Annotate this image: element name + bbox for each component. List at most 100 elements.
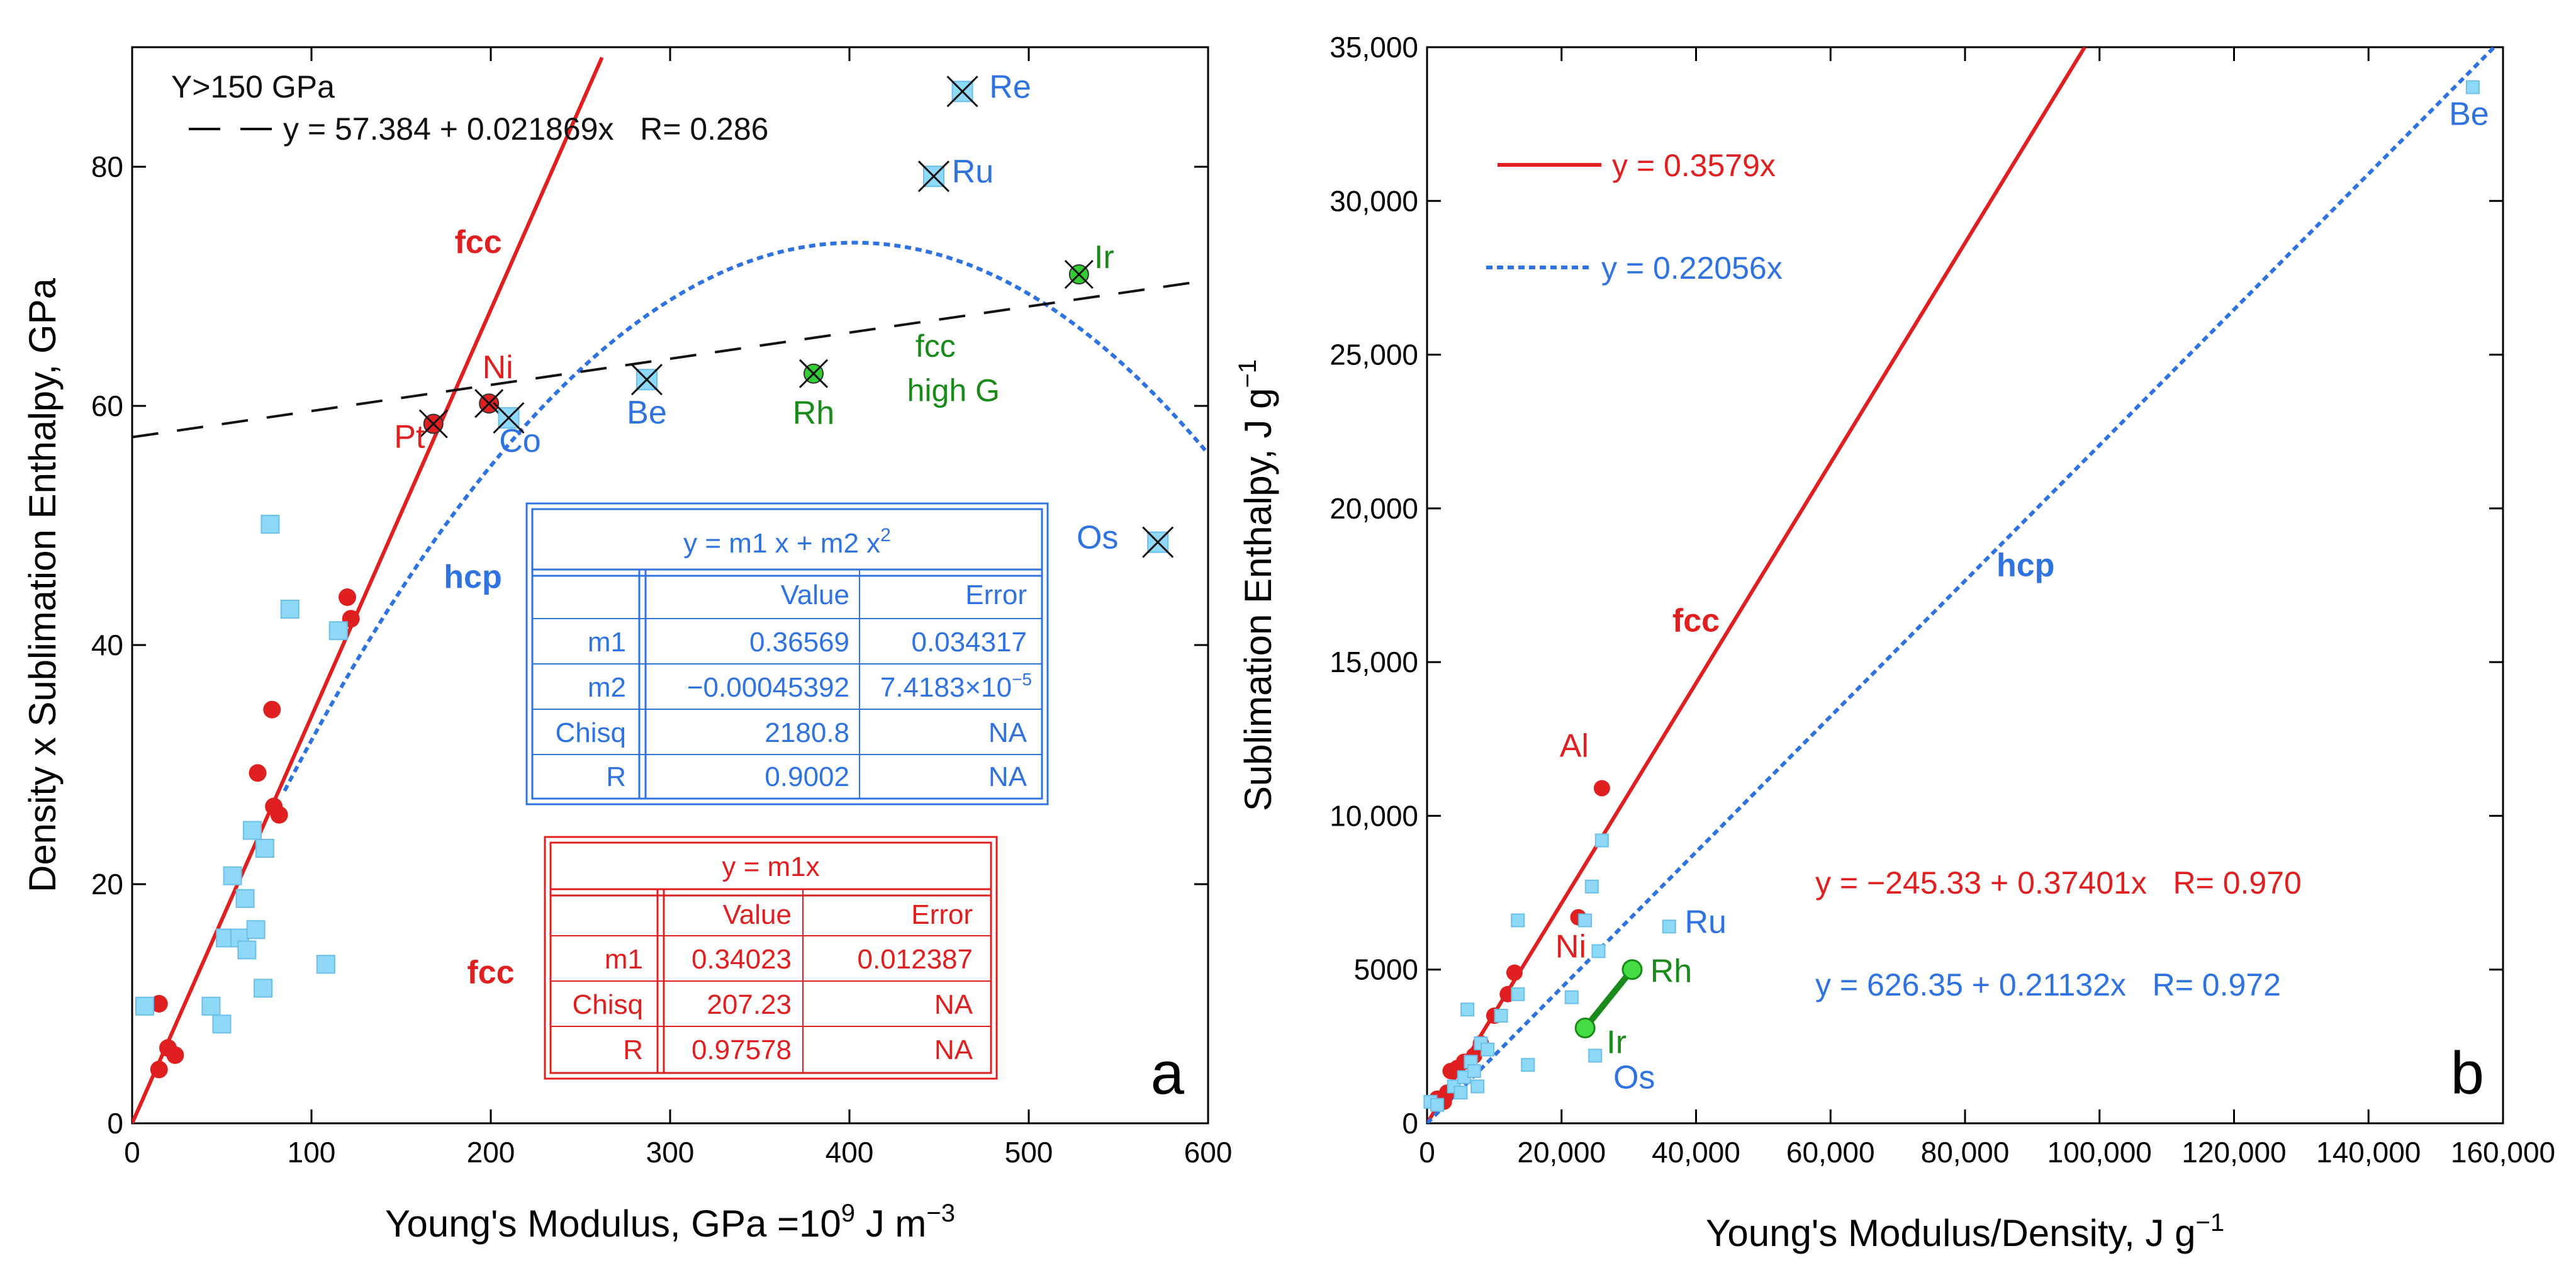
data-point-hcp bbox=[1467, 1064, 1481, 1078]
x-tick-label: 0 bbox=[1419, 1136, 1435, 1169]
hcp-table-cell: 7.4183×10 bbox=[880, 672, 1012, 703]
fcc-table-cell: 0.97578 bbox=[692, 1035, 792, 1065]
x-tick-label: 40,000 bbox=[1652, 1136, 1740, 1169]
cross-mark bbox=[630, 364, 663, 396]
point-label-ni: Ni bbox=[483, 349, 513, 386]
panel-a-point-labels: Pt Ni Co Be Rh Ir Ru Re Os bbox=[394, 69, 1118, 556]
hcp-table-cell: 0.36569 bbox=[749, 627, 849, 658]
data-point-fcc bbox=[270, 806, 288, 824]
fit-line-hcp bbox=[1427, 47, 2496, 1123]
annotation-fcc: fcc bbox=[1672, 602, 1720, 639]
y-tick-label: 0 bbox=[107, 1107, 123, 1140]
point-label-os: Os bbox=[1077, 520, 1118, 556]
panel-a-fit-lines bbox=[132, 57, 1208, 1123]
data-point-hcp bbox=[223, 866, 242, 885]
y-tick-label: 0 bbox=[1402, 1107, 1418, 1140]
data-point-fcc bbox=[150, 995, 168, 1013]
panel-b-fit-lines bbox=[1427, 47, 2496, 1123]
hcp-table-row-label: Chisq bbox=[556, 717, 627, 748]
pgm-point bbox=[1621, 959, 1643, 980]
x-tick-label: 200 bbox=[467, 1136, 515, 1169]
fcc-table-cell: 0.012387 bbox=[857, 944, 973, 975]
x-tick-label: 80,000 bbox=[1921, 1136, 2010, 1169]
data-point-fcc bbox=[339, 588, 356, 606]
panel-a-data-points bbox=[135, 76, 1174, 1079]
annotation-fcc: fcc bbox=[454, 224, 501, 261]
x-tick-label: 120,000 bbox=[2181, 1136, 2286, 1169]
data-point-fcc bbox=[263, 700, 281, 719]
panel-b-label: b bbox=[2451, 1040, 2484, 1107]
data-point-hcp bbox=[1591, 944, 1606, 958]
data-point-hcp bbox=[135, 996, 154, 1016]
x-tick-label: 600 bbox=[1184, 1136, 1233, 1169]
fcc-table-cell: NA bbox=[934, 989, 973, 1020]
fit-line-fcc bbox=[132, 57, 604, 1123]
data-point-hcp bbox=[2465, 80, 2480, 94]
y-tick-label: 20 bbox=[91, 868, 123, 901]
point-label-ir: Ir bbox=[1606, 1025, 1627, 1061]
data-point-fcc bbox=[150, 1060, 168, 1079]
y-tick-label: 20,000 bbox=[1330, 492, 1418, 525]
hcp-table-cell: NA bbox=[988, 717, 1028, 748]
panel-b-x-axis-label: Young's Modulus/Density, J g−1 bbox=[1706, 1209, 2224, 1254]
pgm-point bbox=[1574, 1018, 1596, 1039]
y-tick-label: 15,000 bbox=[1330, 646, 1418, 678]
data-point-hcp bbox=[1481, 1042, 1495, 1057]
point-label-pt: Pt bbox=[394, 419, 425, 456]
point-label-ir: Ir bbox=[1094, 239, 1114, 276]
fit-legend-equation: y = 57.384 + 0.021869x R= 0.286 bbox=[283, 111, 768, 147]
x-tick-label: 140,000 bbox=[2316, 1136, 2421, 1169]
svg-text:7.4183×10−5: 7.4183×10−5 bbox=[880, 670, 1032, 703]
x-tick-label: 100 bbox=[288, 1136, 336, 1169]
panel-a-label: a bbox=[1151, 1040, 1185, 1107]
data-point-hcp bbox=[254, 979, 273, 998]
hcp-table-cell-sup: −5 bbox=[1012, 670, 1032, 689]
panel-a-y-axis-label: Density x Sublimation Enthalpy, GPa bbox=[21, 278, 64, 892]
y-tick-label: 30,000 bbox=[1330, 184, 1418, 217]
hcp-table-row-label: m2 bbox=[588, 672, 626, 703]
annotation-high-g: high G bbox=[907, 373, 1000, 408]
point-label-be: Be bbox=[627, 395, 667, 431]
hcp-table-header-value: Value bbox=[781, 580, 849, 610]
fcc-table-cell: 0.34023 bbox=[692, 944, 792, 975]
annotation-fcc: fcc bbox=[916, 328, 956, 364]
cross-mark bbox=[418, 409, 448, 439]
fit-line-y-150-gpa bbox=[132, 279, 1208, 439]
data-point-hcp bbox=[1453, 1086, 1468, 1100]
point-label-co: Co bbox=[499, 423, 540, 459]
x-tick-label: 160,000 bbox=[2451, 1136, 2555, 1169]
point-label-al: Al bbox=[1560, 727, 1589, 764]
panel-a-annotations: fcc hcp fcc fcc high G bbox=[444, 224, 1000, 991]
point-label-os: Os bbox=[1613, 1060, 1655, 1096]
hcp-table-title: y = m1 x + m2 x bbox=[683, 528, 880, 559]
fcc-table-row-label: R bbox=[623, 1035, 643, 1065]
fit-legend-title: Y>150 GPa bbox=[171, 69, 335, 104]
x-tick-label: 20,000 bbox=[1517, 1136, 1606, 1169]
data-point-hcp bbox=[1594, 833, 1609, 848]
y-tick-label: 10,000 bbox=[1330, 799, 1418, 832]
data-point-hcp bbox=[1511, 913, 1525, 928]
data-point-hcp bbox=[1564, 990, 1579, 1004]
data-point-hcp bbox=[201, 996, 221, 1016]
hcp-table-row-label: m1 bbox=[588, 627, 626, 658]
data-point-hcp bbox=[235, 889, 255, 908]
point-label-be: Be bbox=[2449, 96, 2489, 133]
cross-mark bbox=[917, 160, 950, 193]
x-tick-label: 0 bbox=[124, 1136, 140, 1169]
fcc-table-title: y = m1x bbox=[722, 851, 819, 882]
hcp-table-cell: 2180.8 bbox=[764, 717, 849, 748]
cross-mark bbox=[493, 401, 525, 434]
panel-a: 0 100 200 300 400 500 600 0 20 40 60 80 Pt Ni Co Be Rh I… bbox=[21, 46, 1233, 1245]
point-label-ru: Ru bbox=[952, 154, 994, 190]
hcp-table-cell: 0.034317 bbox=[911, 627, 1027, 658]
data-point-hcp bbox=[1430, 1098, 1445, 1112]
x-tick-label: 500 bbox=[1005, 1136, 1053, 1169]
legend-label-hcp: y = 0.22056x bbox=[1601, 250, 1783, 286]
hcp-table-title-sup: 2 bbox=[880, 525, 891, 546]
x-tick-label: 100,000 bbox=[2047, 1136, 2152, 1169]
cross-mark bbox=[798, 359, 829, 388]
data-point-hcp bbox=[246, 920, 266, 940]
x-tick-label: 60,000 bbox=[1786, 1136, 1875, 1169]
